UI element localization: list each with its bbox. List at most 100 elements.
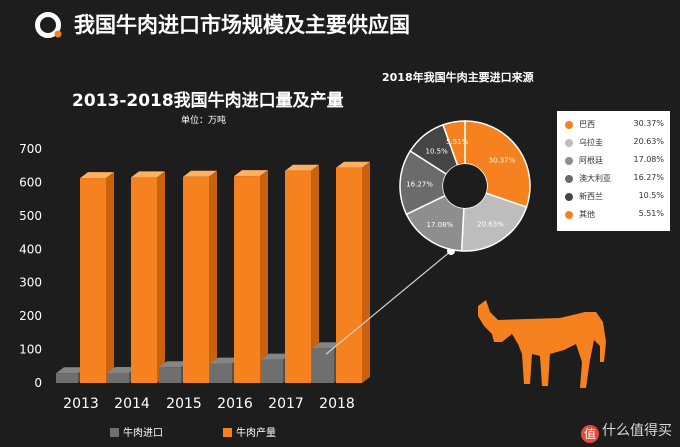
pie-chart-title: 2018年我国牛肉主要进口来源	[382, 71, 534, 84]
legend-import-label: 牛肉进口	[123, 428, 163, 439]
pie-legend-item: 其他 5.51%	[557, 207, 670, 223]
legend-dot	[565, 211, 573, 219]
x-tick-label: 2014	[114, 396, 150, 412]
legend-dot	[565, 157, 573, 165]
bar-group-2017	[261, 164, 319, 383]
legend-percent: 20.63%	[633, 137, 664, 146]
import-bar-top	[107, 366, 137, 373]
pie-legend-item: 澳大利亚 16.27%	[557, 171, 670, 187]
watermark-badge: 值	[581, 425, 599, 443]
production-bar-top	[80, 172, 114, 179]
legend-country: 巴西	[579, 120, 595, 129]
y-tick-label: 200	[19, 309, 42, 323]
production-bar	[336, 167, 362, 383]
production-bar-side	[362, 161, 370, 383]
y-tick-label: 100	[19, 343, 42, 357]
production-bar-side	[311, 164, 319, 383]
legend-country: 乌拉圭	[579, 138, 603, 147]
import-bar-top	[159, 361, 189, 368]
import-bar	[56, 373, 78, 383]
bar-chart-title: 2013-2018我国牛肉进口量及产量	[72, 91, 344, 111]
legend-country: 澳大利亚	[579, 174, 611, 183]
production-bar-side	[209, 170, 217, 383]
brand-ring-icon	[35, 12, 62, 38]
watermark: 值什么值得买	[581, 420, 672, 443]
production-bar-side	[106, 172, 114, 383]
production-bar	[131, 177, 157, 383]
page-title: 我国牛肉进口市场规模及主要供应国	[74, 13, 410, 37]
y-tick-label: 300	[19, 276, 42, 290]
x-tick-label: 2016	[217, 396, 253, 412]
bar-group-2015	[159, 170, 217, 383]
production-bar-top	[183, 170, 217, 177]
legend-production: 牛肉产量	[223, 424, 276, 439]
pie-legend-item: 巴西 30.37%	[557, 117, 670, 133]
import-bar	[261, 359, 283, 383]
import-bar	[107, 372, 129, 383]
pie-slice-label: 30.37%	[489, 157, 516, 165]
legend-country: 其他	[579, 210, 595, 219]
import-bar-top	[56, 367, 86, 374]
import-bar-top	[261, 353, 291, 360]
pie-slice-label: 5.51%	[446, 138, 469, 146]
import-bar	[312, 348, 334, 383]
y-tick-label: 700	[19, 142, 42, 156]
pie-slice-0	[464, 120, 531, 209]
production-bar	[183, 176, 209, 383]
legend-country: 新西兰	[579, 192, 603, 201]
legend-import-swatch	[110, 428, 119, 437]
production-bar-top	[234, 170, 268, 177]
donut-hole	[443, 164, 487, 208]
y-tick-label: 500	[19, 209, 42, 223]
y-tick-label: 0	[34, 376, 42, 390]
bar-group-2016	[210, 170, 268, 383]
pie-legend-item: 乌拉圭 20.63%	[557, 135, 670, 151]
legend-dot	[565, 121, 573, 129]
leader-line	[325, 250, 452, 355]
bar-group-2013	[56, 172, 114, 383]
pie-slice-label: 17.08%	[426, 221, 453, 229]
production-bar-top	[131, 171, 165, 178]
pie-slice-label: 20.63%	[477, 221, 504, 229]
legend-import: 牛肉进口	[110, 424, 163, 439]
import-bar	[210, 363, 232, 383]
y-tick-label: 600	[19, 175, 42, 189]
legend-percent: 5.51%	[638, 209, 664, 218]
legend-production-swatch	[223, 428, 232, 437]
production-bar-top	[336, 161, 370, 168]
import-bar-top	[210, 357, 240, 364]
pie-slice-label: 16.27%	[406, 180, 433, 188]
legend-country: 阿根廷	[579, 156, 603, 165]
x-tick-label: 2017	[268, 396, 304, 412]
production-bar-side	[260, 170, 268, 383]
bar-group-2018	[312, 161, 370, 383]
legend-percent: 16.27%	[633, 173, 664, 182]
pie-legend-item: 阿根廷 17.08%	[557, 153, 670, 169]
x-tick-label: 2013	[63, 396, 99, 412]
production-bar	[234, 176, 260, 383]
pie-slice-label: 10.5%	[425, 147, 448, 155]
pie-legend: 巴西 30.37% 乌拉圭 20.63% 阿根廷 17.08% 澳大利亚 16.27% 新西兰 1…	[557, 111, 670, 231]
pie-legend-item: 新西兰 10.5%	[557, 189, 670, 205]
legend-percent: 10.5%	[638, 191, 664, 200]
legend-dot	[565, 139, 573, 147]
bar-chart-unit: 单位：万吨	[181, 116, 227, 126]
y-tick-label: 400	[19, 242, 42, 256]
x-tick-label: 2015	[166, 396, 202, 412]
legend-percent: 17.08%	[633, 155, 664, 164]
bar-group-2014	[107, 171, 165, 383]
production-bar	[285, 170, 311, 383]
legend-dot	[565, 193, 573, 201]
production-bar	[80, 178, 106, 383]
import-bar	[159, 367, 181, 383]
legend-percent: 30.37%	[633, 119, 664, 128]
legend-dot	[565, 175, 573, 183]
production-bar-top	[285, 164, 319, 171]
x-tick-label: 2018	[319, 396, 355, 412]
watermark-text: 什么值得买	[602, 423, 672, 439]
production-bar-side	[157, 171, 165, 383]
